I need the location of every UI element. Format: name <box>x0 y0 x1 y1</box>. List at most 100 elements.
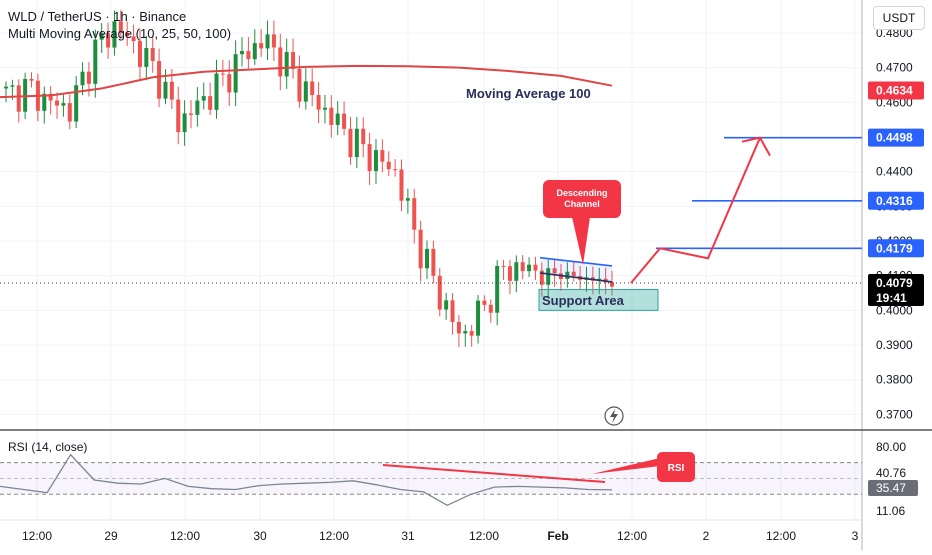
candle-body <box>495 265 500 313</box>
time-tick-label: 12:00 <box>319 529 349 543</box>
candle-body <box>86 71 91 84</box>
rsi-tick-label: 35.47 <box>876 481 906 495</box>
candle-body <box>4 86 8 89</box>
symbol-legend[interactable]: WLD / TetherUS · 1h · Binance <box>8 9 187 24</box>
channel-callout-pointer <box>572 217 590 265</box>
support-area-box[interactable] <box>538 289 659 311</box>
channel-callout-line1: Descending <box>556 188 607 198</box>
rsi-legend[interactable]: RSI (14, close) <box>8 440 87 454</box>
candle-body <box>393 169 398 171</box>
candle-body <box>418 229 423 269</box>
candle-body <box>527 264 532 272</box>
candle-body <box>303 81 308 102</box>
candle-body <box>259 43 264 49</box>
candle-body <box>367 144 372 172</box>
time-tick-label: 12:00 <box>766 529 796 543</box>
candle-body <box>571 271 576 277</box>
candle-body <box>61 103 66 106</box>
channel-callout-box[interactable] <box>543 180 621 218</box>
time-tick-label: 29 <box>104 529 118 543</box>
candle-body <box>456 321 461 334</box>
candle-body <box>80 71 85 86</box>
candle-body <box>546 268 551 285</box>
candle-body <box>265 34 270 49</box>
indicator-legend[interactable]: Multi Moving Average (10, 25, 50, 100) <box>8 26 232 41</box>
candle-body <box>208 96 213 110</box>
candle-body <box>342 113 347 129</box>
price-badge-label: 0.4634 <box>876 84 913 98</box>
candle-body <box>48 93 53 101</box>
candle-body <box>93 39 98 84</box>
time-tick-label: 3 <box>852 529 859 543</box>
price-badge[interactable] <box>868 239 924 258</box>
price-badge[interactable] <box>868 81 924 100</box>
candle-body <box>278 47 283 77</box>
time-tick-label: 12:00 <box>170 529 200 543</box>
candle-body <box>322 107 327 110</box>
candle-body <box>565 271 570 280</box>
price-tick-label: 0.4000 <box>876 303 913 317</box>
candle-body <box>220 73 225 75</box>
candle-body <box>469 331 474 336</box>
candle-body <box>310 81 315 96</box>
projection-path[interactable] <box>630 137 761 284</box>
candle-body <box>16 85 21 112</box>
price-badge[interactable] <box>868 191 924 210</box>
channel-top-line[interactable] <box>539 256 613 267</box>
channel-fill <box>540 257 612 282</box>
candle-body <box>291 52 296 69</box>
candle-body <box>118 21 123 33</box>
candle-body <box>412 198 417 230</box>
candle-body <box>425 248 430 269</box>
candle-body <box>240 51 245 55</box>
candle-body <box>106 33 111 48</box>
candle-body <box>74 85 79 122</box>
price-tick-label: 0.3900 <box>876 338 913 352</box>
candle-body <box>163 81 168 99</box>
candle-body <box>271 34 276 48</box>
price-tick-label: 0.4400 <box>876 165 913 179</box>
price-tick-label: 0.3700 <box>876 407 913 421</box>
candle-body <box>399 169 404 201</box>
candle-body <box>169 81 174 100</box>
lightning-glyph-icon <box>610 409 618 423</box>
candle-body <box>182 113 187 133</box>
candle-body <box>10 85 15 87</box>
candle-body <box>297 68 302 102</box>
candle-body <box>29 78 34 81</box>
price-badge[interactable] <box>868 128 924 147</box>
price-badge-label: 0.4316 <box>876 194 913 208</box>
candle-body <box>195 100 200 115</box>
candle-body <box>125 32 130 37</box>
candle-body <box>354 128 359 158</box>
ma-100-label: Moving Average 100 <box>466 86 591 101</box>
time-tick-label: 2 <box>703 529 710 543</box>
rsi-callout-box[interactable] <box>657 452 695 482</box>
candle-body <box>463 331 468 334</box>
candle-body <box>201 96 206 101</box>
time-tick-label: 30 <box>253 529 267 543</box>
candle-body <box>335 113 340 125</box>
candle-body <box>55 100 60 106</box>
candle-body <box>137 41 142 67</box>
candle-body <box>246 51 251 60</box>
time-tick-label: 12:00 <box>22 529 52 543</box>
time-tick-label: Feb <box>547 529 568 543</box>
support-area-label: Support Area <box>542 293 625 308</box>
candle-body <box>284 52 289 77</box>
currency-unit-button[interactable]: USDT <box>873 6 925 30</box>
candle-body <box>112 21 117 48</box>
price-badge[interactable] <box>868 273 924 306</box>
moving-average-100-line <box>0 64 613 99</box>
candle-body <box>482 300 487 305</box>
candle-body <box>437 275 442 310</box>
candle-body <box>227 74 232 93</box>
channel-bottom-line[interactable] <box>539 272 613 283</box>
candle-body <box>361 128 366 145</box>
candle-body <box>99 33 104 40</box>
projection-arrowhead <box>741 136 771 157</box>
candle-body <box>610 282 614 287</box>
rsi-divergence-line[interactable] <box>382 464 606 483</box>
